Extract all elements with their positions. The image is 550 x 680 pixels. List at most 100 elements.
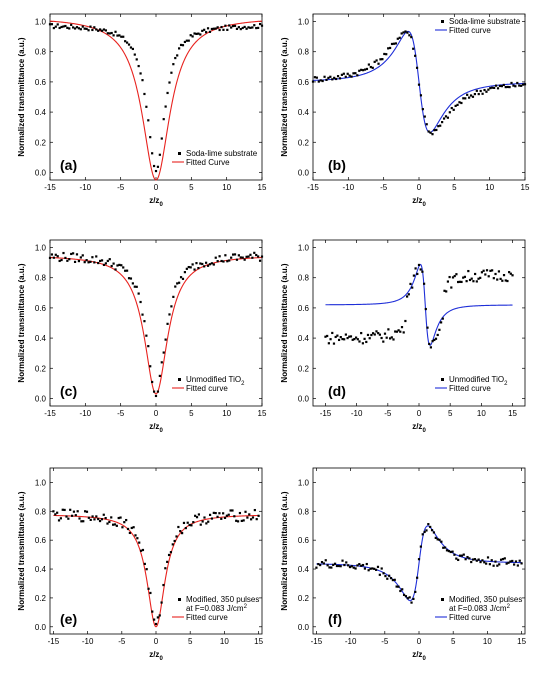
data-point	[434, 337, 438, 340]
data-point	[518, 559, 521, 562]
data-point	[231, 509, 234, 512]
data-point	[324, 559, 327, 562]
data-point	[479, 560, 482, 564]
x-tick-label: -5	[380, 183, 388, 192]
data-point	[451, 550, 454, 553]
data-point	[212, 263, 215, 266]
x-tick-label: -10	[351, 409, 363, 418]
data-point	[212, 27, 215, 30]
x-tick-label: 15	[521, 183, 530, 192]
data-point	[61, 508, 64, 511]
data-point	[197, 266, 200, 270]
x-tick-label: -15	[44, 183, 56, 192]
data-point	[106, 522, 109, 525]
data-point	[393, 578, 396, 581]
data-point	[239, 27, 242, 31]
data-point	[230, 26, 233, 29]
data-point	[127, 43, 131, 46]
data-point	[482, 269, 485, 272]
data-point	[466, 93, 469, 96]
data-point	[139, 300, 142, 304]
data-point	[343, 563, 346, 567]
data-point	[344, 75, 347, 78]
data-point	[427, 523, 430, 526]
data-point	[201, 520, 204, 523]
data-point	[328, 566, 331, 569]
y-tick-label: 1.0	[35, 478, 47, 487]
data-point	[331, 331, 334, 335]
data-point	[74, 514, 77, 517]
data-point	[475, 89, 478, 92]
legend-superscript: 2	[507, 604, 511, 610]
data-point	[504, 86, 507, 89]
data-point	[83, 261, 86, 264]
data-point	[511, 559, 514, 563]
data-point	[208, 263, 212, 266]
data-point	[430, 529, 434, 532]
data-point	[251, 516, 255, 519]
data-point	[151, 152, 154, 155]
data-point	[438, 538, 441, 541]
data-point	[438, 328, 441, 331]
data-point	[365, 562, 368, 566]
data-point	[473, 92, 476, 96]
data-point	[58, 26, 61, 30]
data-point	[156, 616, 159, 619]
data-point	[409, 282, 412, 286]
data-point	[192, 521, 195, 524]
data-point	[98, 519, 102, 523]
data-point	[468, 278, 472, 282]
data-point	[399, 589, 402, 593]
legend-fit-label: Fitted curve	[449, 384, 491, 393]
data-point	[108, 520, 111, 524]
data-point	[332, 563, 335, 566]
data-point	[417, 558, 421, 561]
data-point	[496, 87, 500, 90]
data-point	[377, 332, 380, 335]
data-point	[255, 518, 258, 521]
data-point	[210, 517, 214, 520]
data-point	[412, 274, 415, 277]
data-point	[423, 115, 426, 118]
data-point	[398, 36, 401, 39]
data-point	[400, 32, 403, 35]
data-point	[477, 558, 480, 561]
data-point	[384, 574, 387, 578]
data-point	[449, 550, 452, 554]
y-tick-label: 0.2	[35, 594, 47, 603]
data-point	[100, 29, 104, 32]
data-point	[457, 280, 460, 284]
legend-points-label: Modified, 350 pulses	[449, 595, 522, 604]
data-point	[260, 24, 264, 27]
data-point	[410, 36, 413, 39]
data-point	[190, 524, 193, 527]
data-point	[89, 25, 92, 28]
data-point	[462, 276, 465, 279]
data-point	[166, 322, 169, 325]
data-point	[458, 280, 461, 283]
data-point	[379, 58, 382, 61]
data-point	[116, 264, 119, 267]
data-point	[80, 520, 83, 523]
y-tick-label: 0.2	[298, 138, 310, 147]
data-point	[62, 25, 65, 28]
y-tick-label: 1.0	[298, 244, 310, 253]
x-tick-label: 5	[452, 183, 457, 192]
y-tick-label: 0.8	[35, 48, 47, 57]
x-tick-label: 0	[417, 183, 422, 192]
data-point	[485, 90, 488, 93]
x-tick-label: -5	[384, 409, 392, 418]
data-point	[499, 558, 503, 561]
y-tick-label: 0.4	[298, 108, 310, 117]
data-point	[85, 510, 89, 513]
data-point	[226, 260, 229, 263]
data-point	[223, 516, 227, 520]
data-point	[243, 25, 246, 29]
legend-points-label: Modified, 350 pulses	[186, 595, 259, 604]
panel-label: (e)	[60, 611, 77, 627]
data-point	[499, 277, 502, 280]
data-point	[436, 333, 439, 337]
data-point	[467, 269, 470, 273]
data-point	[489, 87, 492, 90]
data-point	[212, 511, 215, 514]
